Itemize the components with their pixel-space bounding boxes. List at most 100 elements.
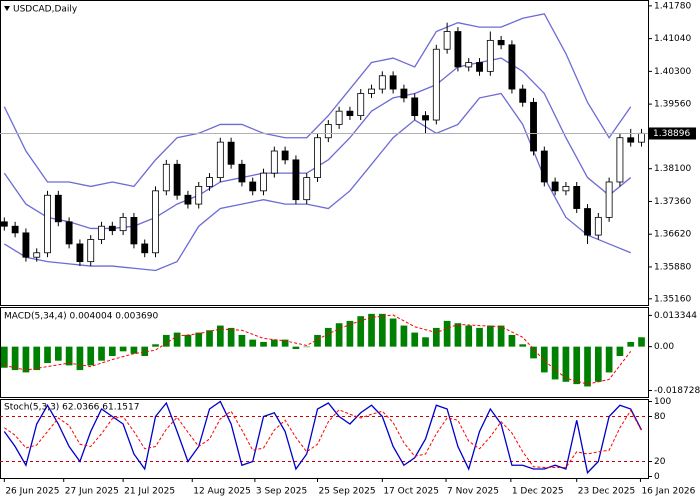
- candle-body: [270, 150, 278, 174]
- macd-bar: [54, 346, 62, 361]
- candle-body: [281, 150, 289, 161]
- candle-body: [508, 44, 516, 90]
- candle-body: [627, 137, 635, 143]
- macd-bar: [206, 330, 213, 347]
- macd-bar: [378, 313, 386, 347]
- y-tick-label: 1.39560: [654, 100, 691, 110]
- candle-body: [162, 163, 170, 192]
- candle-body: [443, 31, 451, 50]
- macd-bar: [486, 325, 494, 347]
- macd-bar: [422, 337, 429, 347]
- candle-body: [98, 225, 105, 240]
- macd-bar: [400, 325, 408, 347]
- candle-body: [540, 150, 548, 183]
- candle-body: [465, 62, 473, 68]
- macd-bar: [22, 346, 30, 373]
- candle-body: [638, 132, 645, 143]
- macd-bar: [562, 346, 570, 382]
- macd-bar: [454, 323, 462, 347]
- macd-bar: [249, 339, 257, 347]
- candle-body: [141, 243, 149, 254]
- macd-bar: [98, 346, 105, 361]
- candle-body: [184, 194, 192, 205]
- last-price-label: 1.38896: [653, 129, 690, 139]
- candle-body: [22, 232, 30, 258]
- candle-body: [0, 221, 8, 227]
- candle-body: [152, 190, 159, 254]
- chart-title: USDCAD,Daily: [13, 5, 78, 15]
- candle-body: [594, 216, 602, 236]
- y-tick-label: 100: [654, 397, 671, 407]
- macd-bar: [0, 346, 8, 368]
- menu-arrow: [4, 6, 10, 11]
- x-tick-label: 23 Dec 2025: [578, 487, 636, 497]
- macd-bar: [616, 346, 624, 357]
- stoch-title: Stoch(5,3,3) 62.0366 61.1517: [4, 403, 139, 413]
- candle-body: [454, 31, 462, 68]
- macd-bar: [44, 346, 51, 364]
- macd-bar: [638, 337, 645, 347]
- candle-body: [216, 141, 224, 178]
- macd-bar: [227, 327, 235, 347]
- macd-bar: [173, 332, 181, 347]
- macd-bar: [551, 346, 559, 380]
- candle-body: [562, 186, 570, 192]
- macd-bar: [432, 327, 440, 347]
- x-tick-label: 26 Jun 2025: [5, 487, 59, 497]
- candle-body: [108, 225, 116, 232]
- x-tick-label: 7 Nov 2025: [447, 487, 499, 497]
- x-tick-label: 3 Sep 2025: [256, 487, 307, 497]
- macd-bar: [162, 334, 170, 347]
- macd-bar: [540, 346, 548, 373]
- candle-body: [476, 62, 483, 72]
- y-tick-label: 1.41040: [654, 34, 691, 44]
- candle-body: [368, 88, 375, 94]
- macd-title: MACD(5,34,4) 0.004004 0.003690: [4, 312, 159, 322]
- candle-body: [335, 110, 343, 125]
- candle-body: [65, 221, 73, 245]
- candle-body: [303, 177, 311, 201]
- macd-bar: [281, 339, 289, 347]
- candle-body: [551, 181, 559, 192]
- macd-bar: [260, 341, 267, 347]
- y-tick-label: 20: [654, 457, 666, 467]
- macd-bar: [108, 346, 116, 357]
- candle-body: [486, 39, 494, 72]
- candle-body: [119, 216, 127, 232]
- macd-bar: [411, 332, 419, 347]
- macd-bar: [314, 334, 321, 347]
- candle-body: [530, 101, 537, 152]
- macd-bar: [368, 313, 375, 347]
- stoch-line: [3, 400, 643, 475]
- macd-bar: [389, 318, 397, 347]
- y-tick-label: 1.36620: [654, 230, 691, 240]
- candle-body: [605, 181, 613, 218]
- macd-bar: [238, 334, 246, 347]
- macd-bar: [270, 339, 278, 347]
- macd-bar: [152, 344, 159, 347]
- macd-bar: [519, 344, 527, 347]
- candle-body: [292, 159, 300, 201]
- stoch-line: [4, 409, 642, 468]
- macd-bar: [594, 346, 602, 382]
- candle-body: [584, 208, 591, 236]
- candle-body: [195, 186, 203, 205]
- macd-bar: [357, 316, 365, 347]
- x-tick-label: 21 Jul 2025: [124, 487, 175, 497]
- candle-body: [206, 177, 213, 187]
- y-tick-label: 1.37360: [654, 197, 691, 207]
- x-tick-label: 27 Jun 2025: [65, 487, 119, 497]
- candle-body: [616, 137, 624, 183]
- macd-bar: [346, 320, 354, 347]
- macd-bar: [76, 346, 84, 371]
- x-tick-label: 16 Jan 2026: [641, 487, 695, 497]
- panel-frame: [0, 399, 649, 479]
- macd-bar: [87, 346, 95, 366]
- macd-bar: [605, 346, 613, 373]
- macd-bar: [130, 346, 138, 354]
- x-tick-label: 17 Oct 2025: [383, 487, 439, 497]
- candle-body: [519, 88, 527, 103]
